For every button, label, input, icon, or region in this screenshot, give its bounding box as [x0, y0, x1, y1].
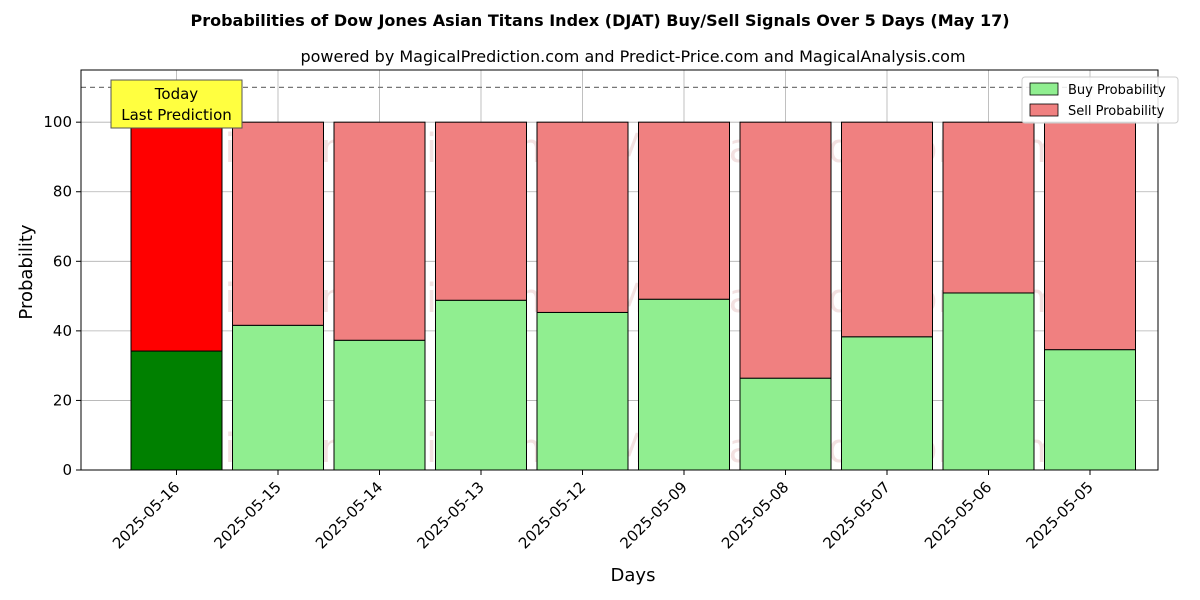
buy-bar-2025-05-15 [232, 324, 324, 471]
y-tick-label: 80 [53, 183, 72, 201]
buy-bar-2025-05-06 [942, 292, 1035, 471]
y-axis-label: Probability [16, 224, 37, 319]
sell-bar-2025-05-15 [232, 121, 324, 326]
x-tick-label: 2025-05-15 [210, 478, 284, 552]
x-tick-label: 2025-05-12 [515, 478, 589, 552]
y-tick-label: 60 [53, 252, 72, 270]
x-tick-label: 2025-05-16 [109, 478, 183, 552]
buy-bar-2025-05-14 [333, 339, 426, 471]
annotation-line-2: Last Prediction [121, 106, 232, 124]
legend-label-sell: Sell Probability [1068, 104, 1165, 119]
plot-frame [80, 69, 1159, 471]
legend-swatch-sell [1029, 103, 1059, 117]
sell-bar-2025-05-07 [841, 121, 933, 338]
buy-bar-2025-05-16 [130, 350, 223, 471]
x-tick-label: 2025-05-14 [312, 478, 386, 552]
sell-bar-2025-05-13 [435, 121, 527, 301]
buy-bar-2025-05-05 [1044, 349, 1136, 471]
y-tick-label: 20 [53, 391, 72, 409]
y-tick-label: 100 [43, 113, 72, 131]
x-tick-label: 2025-05-07 [819, 478, 893, 552]
y-tick-label: 40 [53, 322, 72, 340]
buy-bar-2025-05-07 [841, 336, 933, 471]
x-axis-label: Days [611, 565, 656, 586]
sell-bar-2025-05-08 [739, 121, 832, 379]
sell-bar-2025-05-05 [1044, 121, 1136, 351]
legend: Buy Probability Sell Probability [1021, 76, 1179, 124]
annotation-line-1: Today [154, 85, 199, 103]
sell-bar-2025-05-09 [638, 121, 730, 300]
x-tick-label: 2025-05-05 [1022, 478, 1096, 552]
today-annotation: Today Last Prediction [110, 79, 243, 129]
sell-bar-2025-05-16 [130, 121, 223, 352]
y-tick-label: 0 [62, 461, 72, 479]
x-tick-label: 2025-05-06 [921, 478, 995, 552]
buy-bar-2025-05-12 [536, 311, 629, 471]
legend-label-buy: Buy Probability [1068, 83, 1166, 98]
sell-bar-2025-05-14 [333, 121, 426, 341]
x-tick-label: 2025-05-08 [718, 478, 792, 552]
legend-box [1021, 76, 1179, 124]
buy-bar-2025-05-09 [638, 298, 730, 471]
chart-title: Probabilities of Dow Jones Asian Titans … [190, 11, 1009, 30]
x-tick-layer: 2025-05-16 2025-05-15 2025-05-14 2025-05-13… [109, 470, 1097, 552]
y-tick-layer: 0 20 40 60 80 100 [43, 113, 81, 479]
buy-bar-2025-05-13 [435, 299, 527, 471]
sell-bar-2025-05-06 [942, 121, 1035, 294]
x-tick-label: 2025-05-09 [616, 478, 690, 552]
x-tick-label: 2025-05-13 [413, 478, 487, 552]
chart-subtitle: powered by MagicalPrediction.com and Pre… [300, 47, 965, 66]
annotation-box [110, 79, 243, 129]
legend-swatch-buy [1029, 82, 1059, 96]
bar-layer [130, 121, 1136, 471]
buy-bar-2025-05-08 [739, 377, 832, 471]
sell-bar-2025-05-12 [536, 121, 629, 313]
